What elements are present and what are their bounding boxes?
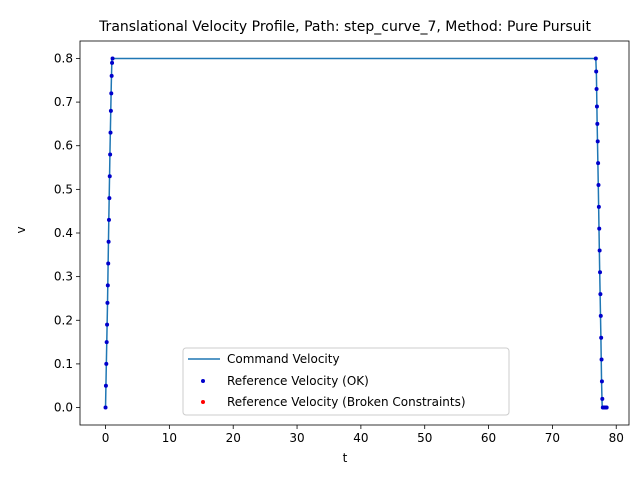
- y-tick-label: 0.6: [54, 139, 73, 153]
- legend-label-ok: Reference Velocity (OK): [227, 374, 369, 388]
- y-tick-label: 0.3: [54, 270, 73, 284]
- y-tick-label: 0.4: [54, 226, 73, 240]
- x-tick-label: 20: [226, 431, 241, 445]
- chart-title: Translational Velocity Profile, Path: st…: [98, 19, 591, 35]
- data-point-1-15: [109, 91, 114, 96]
- data-point-1-31: [598, 292, 603, 297]
- data-point-1-1: [103, 383, 108, 388]
- data-point-1-2: [104, 361, 109, 366]
- data-point-1-21: [594, 87, 599, 91]
- data-point-1-17: [110, 60, 115, 65]
- data-point-1-27: [596, 204, 601, 209]
- data-point-1-7: [106, 261, 111, 266]
- data-point-1-19: [593, 56, 598, 61]
- data-point-1-33: [599, 335, 604, 340]
- plot-area: [103, 56, 609, 410]
- data-point-1-6: [105, 283, 110, 288]
- x-tick-label: 40: [353, 431, 368, 445]
- axes: 0 10 20 30 40 50 60 70 80 0.0 0.1 0.2 0.3 0.4 0.5 0.6 0.…: [54, 40, 630, 445]
- y-tick-label: 0.0: [54, 401, 73, 415]
- y-tick-label: 0.2: [54, 313, 73, 327]
- y-tick-label: 0.5: [54, 182, 73, 196]
- data-point-1-5: [105, 300, 110, 305]
- x-tick-label: 70: [545, 431, 560, 445]
- data-point-1-24: [595, 139, 600, 144]
- data-point-1-14: [108, 108, 113, 113]
- data-point-1-12: [108, 152, 113, 157]
- data-point-1-11: [107, 174, 112, 179]
- y-tick-label: 0.1: [54, 357, 73, 371]
- data-point-1-35: [599, 379, 604, 384]
- data-point-1-28: [597, 226, 602, 231]
- x-tick-label: 10: [162, 431, 177, 445]
- y-tick-label: 0.8: [54, 51, 73, 65]
- y-tick-label: 0.7: [54, 95, 73, 109]
- x-axis-label: t: [343, 451, 348, 465]
- data-point-1-8: [106, 239, 111, 244]
- data-point-1-18: [110, 56, 115, 61]
- data-point-1-26: [596, 183, 601, 187]
- x-tick-label: 50: [417, 431, 432, 445]
- data-point-1-23: [595, 121, 600, 126]
- x-tick-label: 80: [609, 431, 624, 445]
- data-point-1-29: [597, 248, 602, 253]
- data-point-1-22: [594, 104, 599, 109]
- data-point-1-16: [109, 73, 114, 78]
- x-tick-label: 60: [481, 431, 496, 445]
- data-point-1-20: [594, 69, 599, 74]
- data-point-1-9: [106, 217, 111, 222]
- data-point-1-3: [104, 340, 109, 345]
- data-point-1-10: [107, 196, 112, 201]
- data-point-1-43: [604, 405, 609, 410]
- data-point-1-36: [600, 396, 605, 401]
- legend-marker-broken: [201, 400, 205, 404]
- legend-marker-ok: [201, 379, 205, 383]
- data-point-1-25: [596, 161, 601, 166]
- legend: Command Velocity Reference Velocity (OK)…: [182, 347, 510, 416]
- data-point-1-13: [108, 130, 113, 135]
- x-tick-label: 30: [289, 431, 304, 445]
- data-point-1-4: [105, 322, 110, 327]
- data-point-1-30: [598, 270, 603, 275]
- y-axis-label: v: [14, 226, 28, 233]
- legend-label-broken: Reference Velocity (Broken Constraints): [227, 395, 466, 409]
- data-point-1-32: [598, 313, 603, 318]
- x-tick-label: 0: [102, 431, 110, 445]
- legend-label-command: Command Velocity: [227, 352, 340, 366]
- data-point-1-0: [103, 405, 108, 410]
- data-point-1-34: [599, 357, 604, 362]
- legend-frame: [182, 347, 510, 416]
